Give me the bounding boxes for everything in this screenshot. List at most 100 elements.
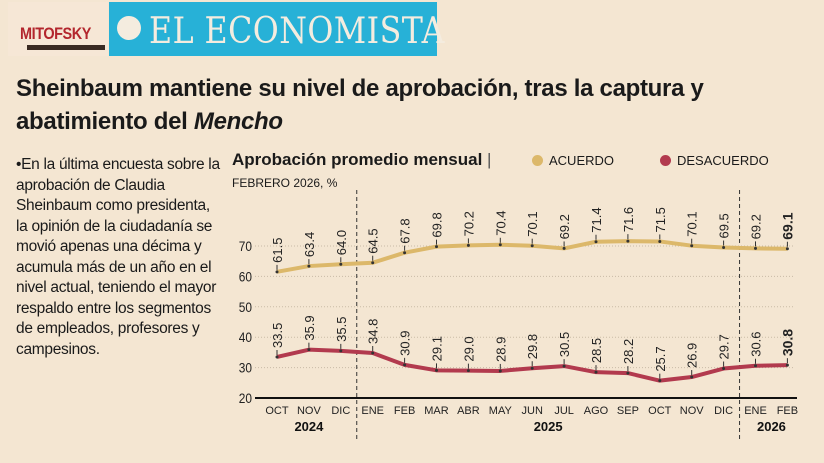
data-label: 69.2 <box>749 214 764 239</box>
mitofsky-logo-text: MITOFSKY <box>20 24 92 43</box>
data-point <box>466 369 470 373</box>
year-label: 2024 <box>294 419 324 434</box>
data-label: 64.5 <box>366 228 381 253</box>
data-point <box>658 379 662 383</box>
legend-label-desacuerdo: DESACUERDO <box>677 153 769 168</box>
data-label: 70.1 <box>685 211 700 236</box>
data-label: 69.1 <box>779 212 795 239</box>
data-point <box>498 369 502 373</box>
data-point <box>307 348 311 352</box>
data-label: 64.0 <box>334 230 349 255</box>
data-point <box>307 264 311 268</box>
data-point <box>754 364 757 368</box>
data-point <box>435 368 438 372</box>
y-tick-label: 20 <box>239 390 252 406</box>
legend-desacuerdo: DESACUERDO <box>660 153 769 168</box>
legend-dot-acuerdo <box>532 155 543 166</box>
body-text: •En la última encuesta sobre la aprobaci… <box>16 156 220 358</box>
data-point <box>690 244 694 248</box>
data-label: 71.5 <box>653 207 668 232</box>
data-point <box>498 243 502 247</box>
data-label: 63.4 <box>302 232 317 257</box>
globe-icon <box>117 16 141 40</box>
y-tick-label: 60 <box>239 268 252 284</box>
data-label: 35.5 <box>334 317 349 342</box>
data-label: 29.1 <box>430 336 445 361</box>
data-point <box>594 240 598 244</box>
x-tick-label: NOV <box>680 405 705 417</box>
headline: Sheinbaum mantiene su nivel de aprobació… <box>16 72 816 138</box>
x-tick-label: JUL <box>554 405 574 417</box>
data-label: 61.5 <box>270 238 285 263</box>
legend-dot-desacuerdo <box>660 155 671 166</box>
chart-title-text: Aprobación promedio mensual <box>232 150 483 169</box>
x-tick-label: AGO <box>584 405 609 417</box>
x-tick-label: ABR <box>457 405 480 417</box>
year-label: 2025 <box>534 419 563 434</box>
x-tick-label: ENE <box>744 405 767 417</box>
data-point <box>722 367 726 371</box>
x-tick-label: DIC <box>331 405 350 417</box>
data-label: 30.9 <box>398 331 413 356</box>
data-point <box>339 262 343 266</box>
data-label: 71.6 <box>621 207 636 232</box>
data-point <box>754 246 757 250</box>
data-point <box>594 370 598 374</box>
data-point <box>658 239 662 243</box>
x-tick-label: MAR <box>424 405 449 417</box>
data-label: 67.8 <box>398 218 413 243</box>
data-label: 29.7 <box>717 334 732 359</box>
x-tick-label: OCT <box>648 405 672 417</box>
x-tick-label: NOV <box>297 405 322 417</box>
year-label: 2026 <box>757 419 786 434</box>
data-label: 29.0 <box>461 336 476 361</box>
data-label: 34.8 <box>366 319 381 344</box>
mitofsky-logo-bar <box>27 45 105 50</box>
x-tick-label: OCT <box>265 405 289 417</box>
legend-label-acuerdo: ACUERDO <box>549 153 615 168</box>
data-label: 28.5 <box>589 338 604 363</box>
mitofsky-logo: MITOFSKY <box>8 2 108 56</box>
data-label: 35.9 <box>302 315 317 340</box>
data-point <box>626 371 630 375</box>
data-point <box>690 375 694 379</box>
data-point <box>722 246 726 250</box>
data-point <box>562 364 566 368</box>
data-label: 69.2 <box>557 214 572 239</box>
data-label: 70.2 <box>461 211 476 236</box>
data-point <box>275 355 279 359</box>
y-tick-label: 70 <box>239 238 252 254</box>
data-point <box>530 244 534 248</box>
data-point <box>785 363 789 367</box>
y-tick-label: 50 <box>239 299 252 315</box>
data-label: 70.1 <box>525 211 540 236</box>
data-point <box>403 251 407 255</box>
data-point <box>371 261 375 265</box>
data-label: 25.7 <box>653 346 668 371</box>
el-economista-logo: EL ECONOMISTA <box>109 2 444 56</box>
data-point <box>785 247 789 251</box>
y-tick-label: 40 <box>239 329 252 345</box>
x-tick-label: ENE <box>361 405 384 417</box>
headline-line2: abatimiento del Mencho <box>16 105 816 138</box>
x-tick-label: FEB <box>394 405 415 417</box>
data-label: 26.9 <box>685 343 700 368</box>
data-label: 69.8 <box>430 212 445 237</box>
y-tick-label: 30 <box>239 360 252 376</box>
data-label: 30.5 <box>557 332 572 357</box>
data-label: 30.6 <box>749 331 764 356</box>
data-label: 69.5 <box>717 213 732 238</box>
chart-subtitle: FEBRERO 2026, % <box>232 176 338 190</box>
legend-acuerdo: ACUERDO <box>532 153 614 168</box>
data-label: 28.9 <box>493 337 508 362</box>
data-point <box>530 366 534 370</box>
data-point <box>562 246 566 250</box>
data-point <box>371 351 375 355</box>
data-point <box>403 363 407 367</box>
x-tick-label: JUN <box>522 405 543 417</box>
data-point <box>626 239 630 243</box>
data-label: 30.8 <box>779 329 795 356</box>
headline-line2-text: abatimiento del <box>16 108 194 135</box>
data-point <box>339 349 343 353</box>
